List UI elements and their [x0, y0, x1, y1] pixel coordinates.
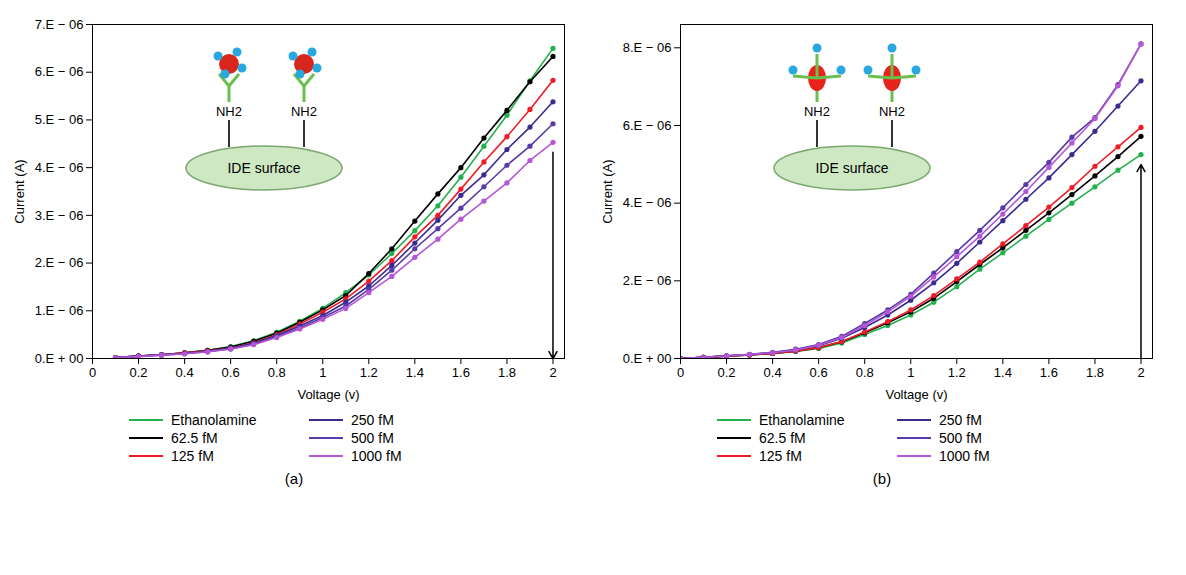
html-text:500 fM: 500 fM — [939, 430, 982, 446]
svg-text:1.8: 1.8 — [498, 365, 516, 380]
svg-text:0.8: 0.8 — [268, 365, 286, 380]
svg-text:IDE surface: IDE surface — [227, 160, 300, 176]
html-text:Ethanolamine: Ethanolamine — [171, 412, 257, 428]
html-text:Ethanolamine: Ethanolamine — [759, 412, 845, 428]
svg-text:0.4: 0.4 — [176, 365, 194, 380]
html-text:250 fM: 250 fM — [939, 412, 982, 428]
svg-text:0.6: 0.6 — [810, 365, 828, 380]
html-text:62.5 fM: 62.5 fM — [171, 430, 218, 446]
svg-text:0.E + 00: 0.E + 00 — [35, 351, 84, 366]
svg-text:2.E − 06: 2.E − 06 — [623, 273, 672, 288]
svg-text:0: 0 — [677, 365, 684, 380]
html-text:1000 fM: 1000 fM — [939, 448, 990, 464]
html-text:125 fM: 125 fM — [171, 448, 214, 464]
svg-text:4.E − 06: 4.E − 06 — [623, 195, 672, 210]
svg-text:1.4: 1.4 — [406, 365, 424, 380]
svg-text:Current (A): Current (A) — [600, 159, 615, 223]
svg-text:Voltage (v): Voltage (v) — [297, 387, 359, 402]
svg-text:1: 1 — [319, 365, 326, 380]
svg-text:0.8: 0.8 — [856, 365, 874, 380]
svg-text:NH2: NH2 — [291, 104, 317, 119]
html-text:500 fM: 500 fM — [351, 430, 394, 446]
svg-text:0.E + 00: 0.E + 00 — [623, 351, 672, 366]
svg-text:4.E − 06: 4.E − 06 — [35, 160, 84, 175]
svg-text:6.E − 06: 6.E − 06 — [35, 64, 84, 79]
svg-text:1.4: 1.4 — [994, 365, 1012, 380]
svg-text:2: 2 — [549, 365, 556, 380]
html-text:62.5 fM: 62.5 fM — [759, 430, 806, 446]
html-text:1000 fM: 1000 fM — [351, 448, 402, 464]
svg-text:0.6: 0.6 — [222, 365, 240, 380]
html-text:125 fM: 125 fM — [759, 448, 802, 464]
svg-text:1.6: 1.6 — [1040, 365, 1058, 380]
svg-text:1.2: 1.2 — [948, 365, 966, 380]
svg-text:NH2: NH2 — [804, 104, 830, 119]
html-text:(a): (a) — [284, 470, 304, 487]
svg-text:NH2: NH2 — [216, 104, 242, 119]
svg-text:Current (A): Current (A) — [12, 159, 27, 223]
svg-text:1.8: 1.8 — [1086, 365, 1104, 380]
svg-text:6.E − 06: 6.E − 06 — [623, 118, 672, 133]
svg-text:0.2: 0.2 — [718, 365, 736, 380]
svg-text:Voltage (v): Voltage (v) — [885, 387, 947, 402]
svg-text:1.E − 06: 1.E − 06 — [35, 303, 84, 318]
svg-text:1.2: 1.2 — [360, 365, 378, 380]
svg-text:NH2: NH2 — [879, 104, 905, 119]
svg-text:1.6: 1.6 — [452, 365, 470, 380]
svg-text:3.E − 06: 3.E − 06 — [35, 208, 84, 223]
svg-text:0.2: 0.2 — [130, 365, 148, 380]
svg-text:IDE surface: IDE surface — [815, 160, 888, 176]
svg-text:1: 1 — [907, 365, 914, 380]
html-text:(b): (b) — [872, 470, 892, 487]
svg-text:2.E − 06: 2.E − 06 — [35, 255, 84, 270]
svg-text:0: 0 — [89, 365, 96, 380]
svg-text:7.E − 06: 7.E − 06 — [35, 17, 84, 32]
svg-text:8.E − 06: 8.E − 06 — [623, 40, 672, 55]
svg-text:2: 2 — [1137, 365, 1144, 380]
html-text:250 fM: 250 fM — [351, 412, 394, 428]
svg-text:5.E − 06: 5.E − 06 — [35, 112, 84, 127]
svg-text:0.4: 0.4 — [764, 365, 782, 380]
